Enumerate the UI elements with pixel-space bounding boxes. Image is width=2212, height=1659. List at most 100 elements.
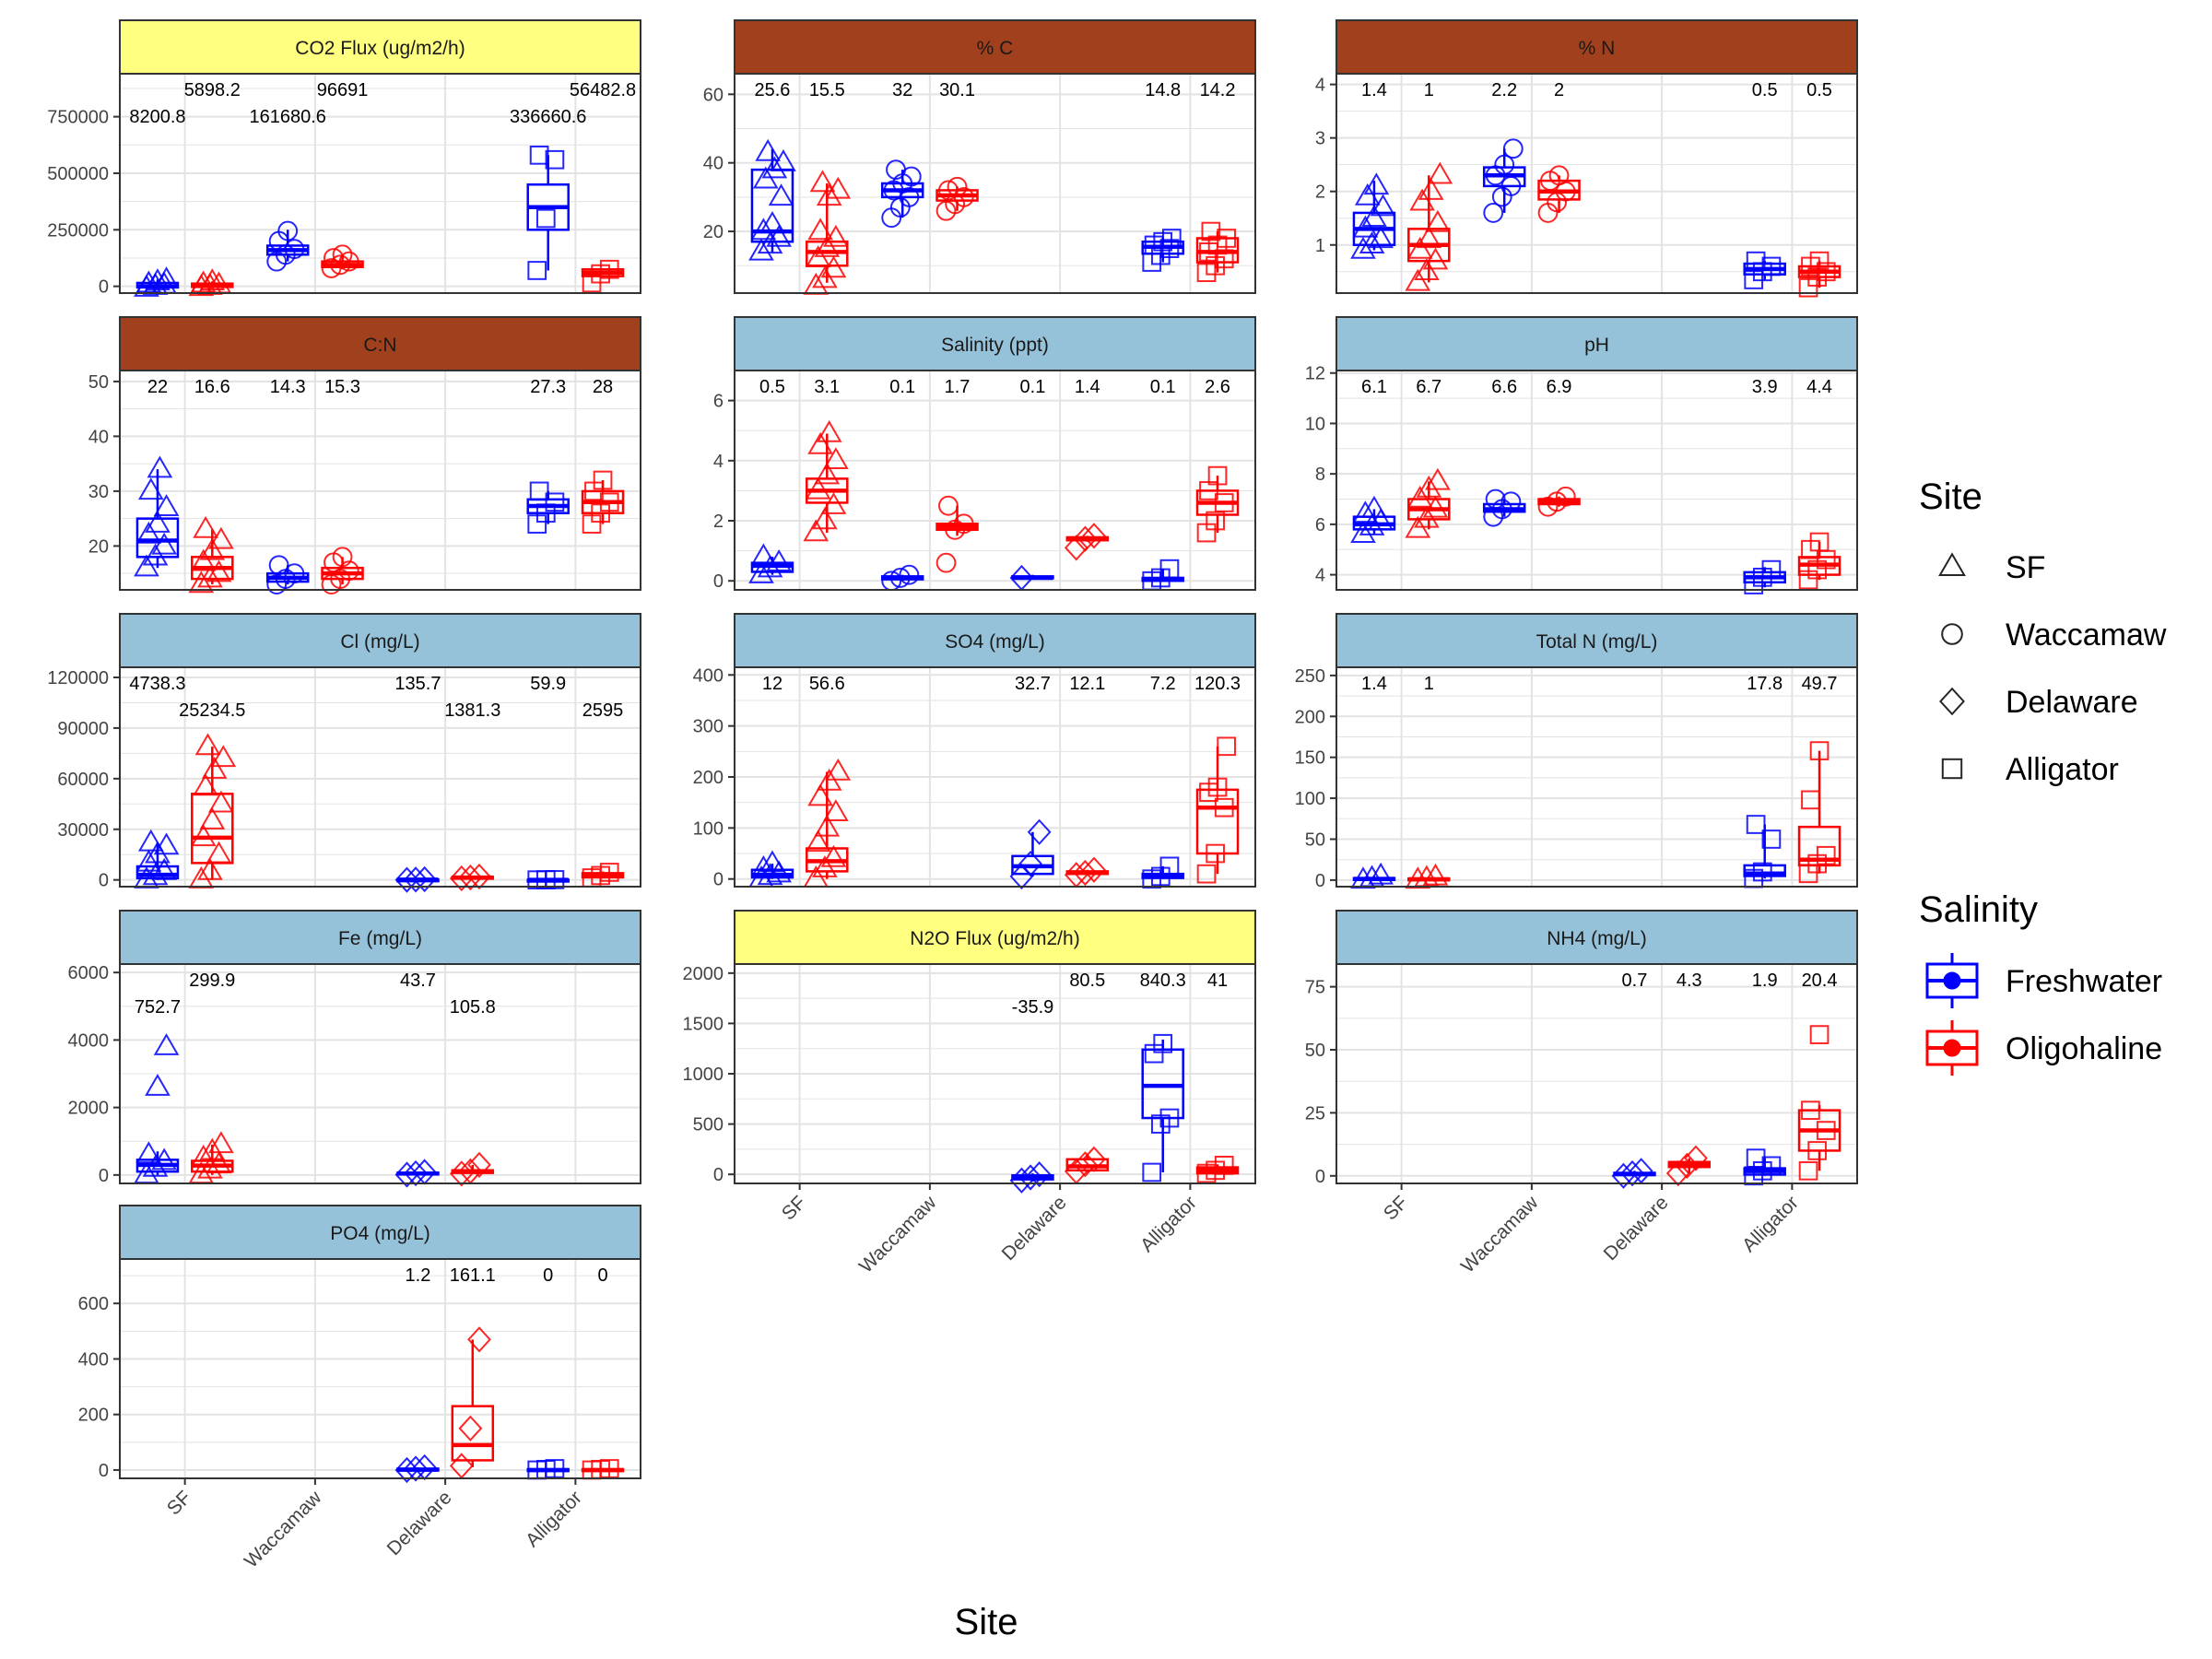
data-point	[330, 254, 351, 276]
data-point	[1684, 1145, 1708, 1171]
data-point	[1009, 1167, 1034, 1194]
data-point	[823, 799, 849, 821]
data-point	[1064, 535, 1088, 561]
mean-label: 0.1	[1020, 377, 1046, 397]
x-tick-label: Delaware	[383, 1487, 456, 1559]
data-point	[190, 1144, 217, 1167]
data-point	[206, 841, 232, 864]
mean-label: 2.2	[1491, 80, 1517, 100]
data-point	[823, 447, 849, 470]
data-point	[599, 259, 619, 279]
legend-waccamaw-icon	[1941, 623, 1963, 645]
legend-site-label: Waccamaw	[2006, 618, 2167, 653]
y-tick-label: 3	[1315, 129, 1325, 149]
legend-site-label: Delaware	[2006, 685, 2138, 720]
data-point	[527, 261, 547, 280]
data-point	[1073, 525, 1098, 552]
mean-label: 1.4	[1075, 377, 1100, 397]
y-tick-label: 60000	[57, 770, 109, 790]
data-point	[1196, 864, 1217, 884]
data-point	[1494, 154, 1515, 175]
mean-label: 12.1	[1069, 674, 1105, 694]
y-tick-label: 2000	[68, 1099, 110, 1119]
y-tick-label: 0	[1315, 871, 1325, 891]
strip-title: Total N (mg/L)	[1536, 631, 1658, 653]
mean-label: 56482.8	[570, 80, 636, 100]
data-point	[599, 1459, 619, 1478]
panel-c: % C 20 40 60 25.6 15.5 32 30.1 14.8 14.2	[703, 19, 1256, 295]
mean-label: 41	[1207, 971, 1228, 991]
data-point	[1548, 165, 1570, 186]
box-alligator-freshwater	[1743, 251, 1786, 289]
box-sf-freshwater	[1350, 495, 1396, 544]
y-tick-label: 40	[88, 427, 109, 447]
box-alligator-freshwater	[526, 870, 570, 890]
mean-label: 4738.3	[129, 674, 185, 694]
data-point	[197, 565, 223, 588]
panel-border	[1335, 666, 1858, 888]
box-alligator-freshwater	[1743, 559, 1786, 594]
box-waccamaw-freshwater	[1482, 138, 1526, 223]
data-point	[807, 431, 833, 454]
data-point	[599, 492, 619, 512]
mean-label: 22	[147, 377, 168, 397]
box-sf-freshwater	[134, 455, 180, 577]
mean-label: 49.7	[1802, 674, 1838, 694]
mean-label: 6.1	[1361, 377, 1387, 397]
data-point	[332, 244, 353, 265]
data-point	[1352, 215, 1379, 238]
data-point	[153, 494, 180, 516]
strip-n2o-flux-ug-m2-h	[734, 910, 1256, 965]
data-point	[545, 492, 565, 512]
box-alligator-oligohaline	[1797, 741, 1841, 884]
data-point	[1418, 178, 1444, 200]
mean-label: 17.8	[1747, 674, 1783, 694]
box-sf-freshwater	[748, 138, 796, 261]
y-tick-label: 200	[78, 1406, 109, 1426]
box-alligator-freshwater	[1141, 1033, 1184, 1182]
mean-label: 96691	[317, 80, 369, 100]
box-sf-freshwater	[748, 850, 794, 888]
data-point	[1359, 231, 1385, 253]
data-point	[1809, 251, 1830, 271]
mean-label: 0.5	[759, 377, 785, 397]
y-tick-label: 600	[78, 1294, 109, 1314]
data-point	[1809, 741, 1830, 760]
y-tick-label: 400	[693, 665, 724, 686]
data-point	[467, 863, 491, 890]
mean-label: 0.5	[1806, 80, 1832, 100]
box-waccamaw-freshwater	[265, 220, 310, 272]
data-point	[545, 149, 565, 170]
box-delaware-freshwater	[394, 1159, 440, 1188]
panel-po4-mg-l: PO4 (mg/L) 0 200 400 600 1.2 161.1 0 0 SF Waccamaw…	[78, 1205, 641, 1572]
box-sf-freshwater	[134, 266, 180, 297]
panel-c-n: C:N 20 30 40 50 22 16.6 14.3 15.3 27.3 28	[88, 316, 641, 594]
y-tick-label: 100	[693, 818, 724, 839]
data-point	[1354, 182, 1381, 206]
data-point	[193, 773, 218, 796]
data-point	[268, 555, 289, 576]
data-point	[449, 865, 474, 892]
y-tick-label: 20	[703, 222, 724, 242]
panel-border	[1335, 963, 1858, 1184]
x-tick-label: Delaware	[1600, 1192, 1673, 1265]
box-sf-oligohaline	[1405, 467, 1451, 538]
box-delaware-oligohaline	[1064, 1146, 1110, 1185]
mean-label: 14.2	[1200, 80, 1236, 100]
y-tick-label: 50	[88, 372, 109, 393]
data-point	[1761, 830, 1782, 849]
data-point	[1500, 491, 1522, 512]
data-point	[1416, 475, 1442, 498]
box-sf-oligohaline	[188, 733, 237, 888]
mean-label: 6.7	[1416, 377, 1441, 397]
mean-label: 14.8	[1145, 80, 1181, 100]
y-tick-label: 0	[99, 1166, 109, 1186]
data-point	[206, 559, 232, 582]
data-point	[1368, 226, 1394, 249]
y-tick-label: 250	[1295, 666, 1325, 687]
y-tick-label: 500000	[47, 164, 109, 184]
data-point	[820, 844, 847, 867]
data-point	[750, 854, 777, 877]
x-tick-label: SF	[1380, 1192, 1412, 1224]
y-tick-label: 0	[713, 571, 724, 592]
